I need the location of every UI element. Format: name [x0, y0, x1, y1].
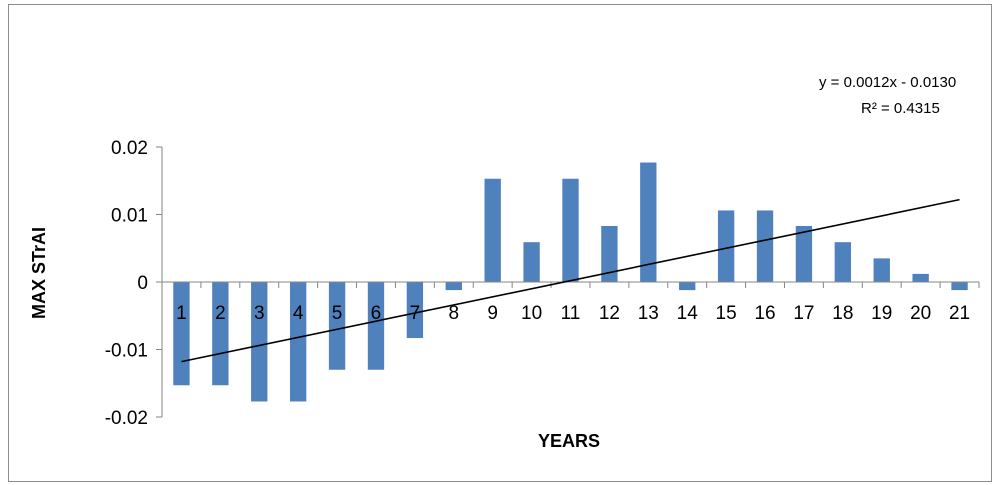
x-tick-label: 6	[371, 303, 382, 324]
trendline-equation: y = 0.0012x - 0.0130	[819, 74, 956, 91]
x-axis: 123456789101112131415161718192021	[161, 281, 980, 324]
y-axis: 0.02 0.01 0 -0.01 -0.02	[105, 138, 163, 429]
x-tick-label: 19	[871, 303, 892, 324]
bar-9	[484, 178, 501, 282]
x-tick-label: 15	[716, 303, 737, 324]
x-tick-label: 11	[561, 303, 581, 324]
bar-series	[173, 162, 968, 402]
y-axis-title: MAX STrAI	[29, 227, 49, 319]
y-tick-label: -0.02	[105, 408, 148, 429]
bar-14	[679, 282, 696, 291]
y-tick-label: 0.02	[111, 138, 148, 159]
x-tick-label: 20	[910, 303, 931, 324]
x-tick-label: 12	[599, 303, 620, 324]
bar-10	[523, 242, 540, 282]
bar-19	[873, 258, 890, 283]
y-tick-label: 0.01	[111, 206, 148, 227]
x-tick-label: 21	[949, 303, 970, 324]
trendline-group	[181, 198, 960, 363]
bar-6	[367, 282, 385, 370]
chart-area: 0.020.010-0.01-0.02 12345678910111213141…	[8, 4, 992, 482]
bar-20	[912, 273, 929, 282]
bar-8	[445, 282, 462, 291]
bar-2	[212, 282, 229, 386]
trendline-r-squared: R² = 0.4315	[861, 100, 940, 117]
bar-1	[173, 282, 190, 386]
bar-chart: 0.020.010-0.01-0.02 12345678910111213141…	[29, 74, 980, 451]
y-tick-label: 0	[137, 273, 148, 294]
x-tick-label: 13	[638, 303, 659, 324]
bar-15	[717, 210, 735, 282]
x-tick-label: 16	[754, 303, 775, 324]
x-tick-label: 9	[487, 303, 498, 324]
bar-5	[328, 282, 346, 370]
bar-21	[951, 282, 968, 291]
x-tick-label: 5	[332, 303, 343, 324]
x-tick-label: 3	[254, 303, 265, 324]
x-axis-title: YEARS	[538, 431, 600, 451]
x-tick-label: 17	[793, 303, 814, 324]
trendline	[181, 198, 960, 363]
x-tick-label: 18	[832, 303, 853, 324]
y-tick-label: -0.01	[105, 341, 148, 362]
bar-16	[756, 210, 774, 282]
bar-13	[640, 162, 657, 282]
x-tick-label: 10	[521, 303, 542, 324]
bar-7	[406, 282, 424, 339]
x-tick-label: 4	[293, 303, 304, 324]
x-tick-label: 14	[677, 303, 699, 324]
bar-4	[290, 282, 307, 402]
x-tick-label: 1	[176, 303, 187, 324]
bar-18	[834, 242, 851, 282]
bar-11	[562, 178, 579, 282]
bar-12	[601, 225, 618, 282]
bar-3	[251, 282, 268, 402]
x-tick-label: 2	[215, 303, 226, 324]
bar-17	[795, 225, 813, 282]
x-tick-label: 8	[448, 303, 459, 324]
